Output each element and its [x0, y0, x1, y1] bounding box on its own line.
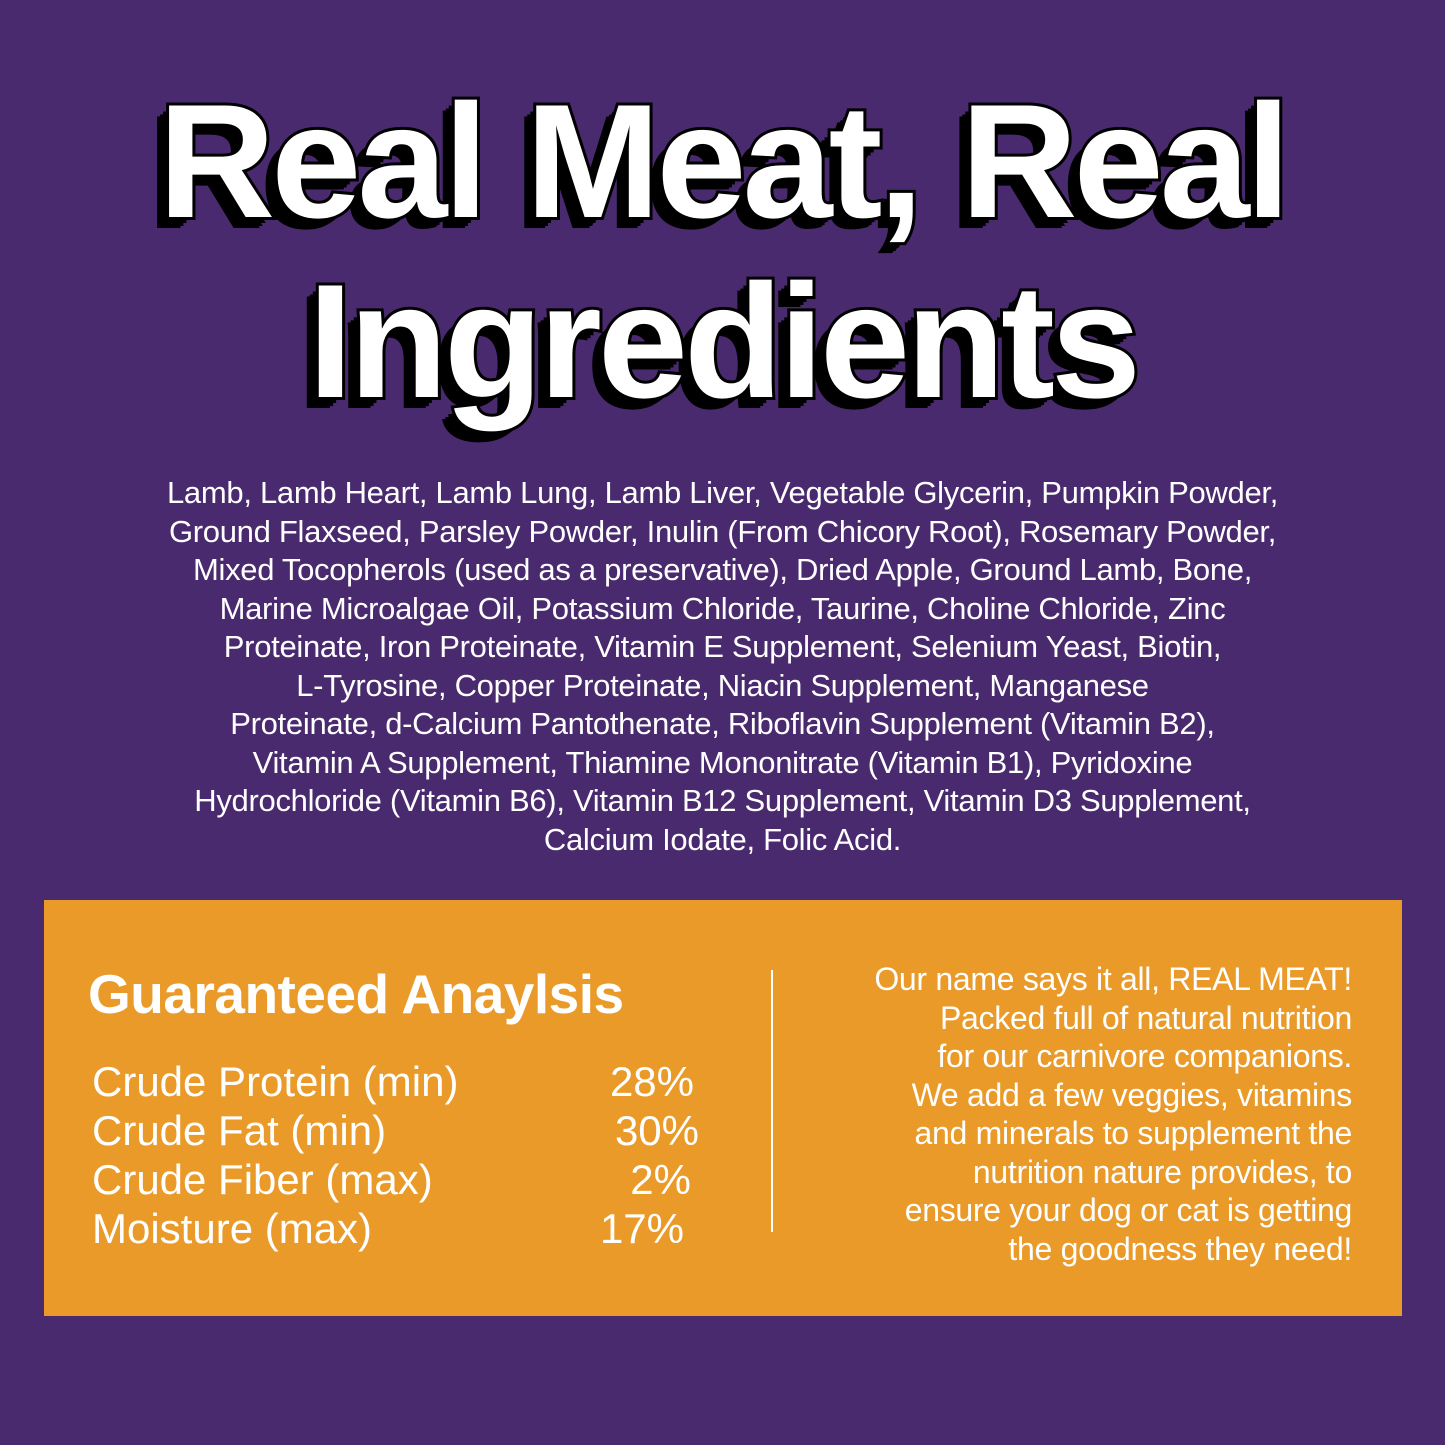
blurb-line: Our name says it all, REAL MEAT!: [874, 961, 1352, 997]
analysis-title: Guaranteed Anaylsis: [88, 963, 624, 1025]
brand-blurb: Our name says it all, REAL MEAT! Packed …: [752, 960, 1352, 1268]
ingredients-line: Vitamin A Supplement, Thiamine Mononitra…: [252, 744, 1193, 780]
ingredients-line: L-Tyrosine, Copper Proteinate, Niacin Su…: [296, 667, 1149, 703]
ingredients-list: Lamb, Lamb Heart, Lamb Lung, Lamb Liver,…: [40, 474, 1405, 859]
analysis-value: 28%: [609, 1058, 694, 1105]
ingredients-line: Ground Flaxseed, Parsley Powder, Inulin …: [168, 513, 1277, 549]
headline-line: Ingredients: [305, 249, 1144, 435]
blurb-line: and minerals to supplement the: [914, 1115, 1353, 1151]
ingredients-line: Mixed Tocopherols (used as a preservativ…: [192, 552, 1253, 587]
analysis-value: 2%: [630, 1156, 691, 1203]
ingredients-line: Hydrochloride (Vitamin B6), Vitamin B12 …: [194, 783, 1251, 818]
headline: Real Meat, Real Ingredients: [0, 69, 1445, 435]
ingredients-line: Proteinate, d-Calcium Pantothenate, Ribo…: [230, 706, 1215, 741]
blurb-line: Packed full of natural nutrition: [940, 999, 1352, 1036]
blurb-line: for our carnivore companions.: [937, 1038, 1352, 1074]
ingredients-line: Calcium Iodate, Folic Acid.: [543, 821, 902, 857]
blurb-line: ensure your dog or cat is getting: [904, 1192, 1353, 1228]
ingredients-line: Proteinate, Iron Proteinate, Vitamin E S…: [223, 629, 1222, 664]
blurb-line: the goodness they need!: [1008, 1230, 1352, 1267]
analysis-label: Moisture (max): [92, 1205, 373, 1252]
analysis-label: Crude Fat (min): [92, 1107, 387, 1154]
ingredients-line: Lamb, Lamb Heart, Lamb Lung, Lamb Liver,…: [166, 475, 1279, 510]
divider: [771, 970, 773, 1232]
analysis-panel: Guaranteed Anaylsis Crude Protein (min) …: [44, 900, 1402, 1316]
analysis-value: 30%: [614, 1107, 699, 1154]
blurb-line: We add a few veggies, vitamins: [911, 1076, 1353, 1113]
analysis-label: Crude Protein (min): [92, 1058, 459, 1105]
analysis-value: 17%: [599, 1205, 684, 1252]
blurb-line: nutrition nature provides, to: [972, 1153, 1352, 1190]
headline-line: Real Meat, Real: [155, 69, 1294, 255]
analysis-label: Crude Fiber (max): [92, 1156, 433, 1203]
ingredients-line: Marine Microalgae Oil, Potassium Chlorid…: [219, 590, 1226, 626]
